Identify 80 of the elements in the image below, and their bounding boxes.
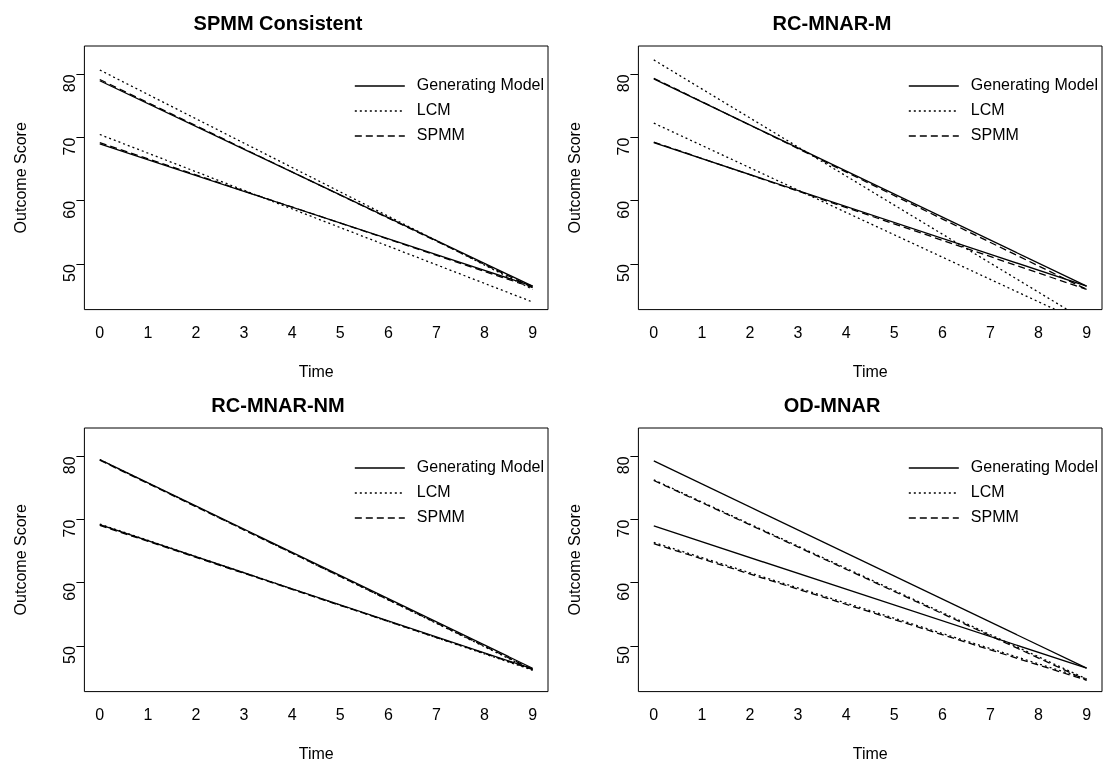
x-tick-label: 7 xyxy=(431,705,441,723)
legend-label: SPMM xyxy=(970,508,1019,526)
y-tick-label: 60 xyxy=(60,582,78,601)
x-tick-label: 7 xyxy=(985,705,995,723)
y-axis-title: Outcome Score xyxy=(12,504,30,616)
x-tick-label: 8 xyxy=(480,323,490,341)
y-tick-label: 50 xyxy=(614,263,632,282)
x-tick-label: 6 xyxy=(937,705,947,723)
y-tick-label: 50 xyxy=(60,645,78,664)
y-tick-label: 70 xyxy=(614,519,632,538)
legend-label: Generating Model xyxy=(970,76,1098,94)
legend-label: Generating Model xyxy=(416,458,544,476)
y-tick-label: 80 xyxy=(60,456,78,475)
x-tick-label: 5 xyxy=(335,323,345,341)
x-tick-label: 8 xyxy=(1034,705,1044,723)
x-tick-label: 0 xyxy=(95,705,105,723)
x-tick-label: 4 xyxy=(841,705,851,723)
y-tick-label: 60 xyxy=(614,200,632,219)
x-axis-title: Time xyxy=(298,362,334,380)
x-tick-label: 1 xyxy=(697,323,707,341)
y-tick-label: 70 xyxy=(60,519,78,538)
x-tick-label: 2 xyxy=(191,323,201,341)
y-tick-label: 50 xyxy=(614,645,632,664)
y-axis-title: Outcome Score xyxy=(566,504,584,616)
x-tick-label: 5 xyxy=(889,323,899,341)
y-tick-label: 80 xyxy=(614,456,632,475)
x-tick-label: 0 xyxy=(649,705,659,723)
x-tick-label: 2 xyxy=(745,705,755,723)
x-tick-label: 9 xyxy=(528,705,538,723)
legend-label: LCM xyxy=(416,101,451,119)
x-axis-title: Time xyxy=(298,744,334,762)
y-tick-label: 70 xyxy=(60,137,78,156)
chart-title: OD-MNAR xyxy=(783,393,881,416)
legend-label: LCM xyxy=(970,483,1005,501)
x-tick-label: 8 xyxy=(1034,323,1044,341)
x-tick-label: 9 xyxy=(1082,323,1092,341)
y-tick-label: 60 xyxy=(60,200,78,219)
x-axis-title: Time xyxy=(852,744,888,762)
x-tick-label: 3 xyxy=(793,323,803,341)
x-tick-label: 2 xyxy=(191,705,201,723)
x-tick-label: 4 xyxy=(841,323,851,341)
x-tick-label: 9 xyxy=(1082,705,1092,723)
y-tick-label: 80 xyxy=(614,74,632,93)
x-tick-label: 2 xyxy=(745,323,755,341)
x-tick-label: 7 xyxy=(431,323,441,341)
chart-title: RC-MNAR-M xyxy=(772,11,892,34)
y-tick-label: 60 xyxy=(614,582,632,601)
x-tick-label: 8 xyxy=(480,705,490,723)
y-tick-label: 70 xyxy=(614,137,632,156)
y-axis-title: Outcome Score xyxy=(566,122,584,234)
x-tick-label: 6 xyxy=(383,323,393,341)
x-tick-label: 9 xyxy=(528,323,538,341)
x-tick-label: 6 xyxy=(383,705,393,723)
x-tick-label: 3 xyxy=(793,705,803,723)
x-tick-label: 3 xyxy=(239,323,249,341)
x-tick-label: 5 xyxy=(335,705,345,723)
x-tick-label: 3 xyxy=(239,705,249,723)
x-tick-label: 1 xyxy=(143,323,153,341)
x-tick-label: 0 xyxy=(95,323,105,341)
x-tick-label: 5 xyxy=(889,705,899,723)
legend-label: Generating Model xyxy=(970,458,1098,476)
legend-label: LCM xyxy=(416,483,451,501)
chart-title: SPMM Consistent xyxy=(193,11,363,34)
x-tick-label: 4 xyxy=(287,705,297,723)
chart-title: RC-MNAR-NM xyxy=(211,393,345,416)
y-axis-title: Outcome Score xyxy=(12,122,30,234)
x-tick-label: 1 xyxy=(697,705,707,723)
x-tick-label: 4 xyxy=(287,323,297,341)
x-tick-label: 7 xyxy=(985,323,995,341)
x-tick-label: 0 xyxy=(649,323,659,341)
legend-label: Generating Model xyxy=(416,76,544,94)
x-tick-label: 6 xyxy=(937,323,947,341)
legend-label: SPMM xyxy=(970,126,1019,144)
x-axis-title: Time xyxy=(852,362,888,380)
legend-label: SPMM xyxy=(416,126,465,144)
y-tick-label: 50 xyxy=(60,263,78,282)
x-tick-label: 1 xyxy=(143,705,153,723)
legend-label: SPMM xyxy=(416,508,465,526)
legend-label: LCM xyxy=(970,101,1005,119)
y-tick-label: 80 xyxy=(60,74,78,93)
